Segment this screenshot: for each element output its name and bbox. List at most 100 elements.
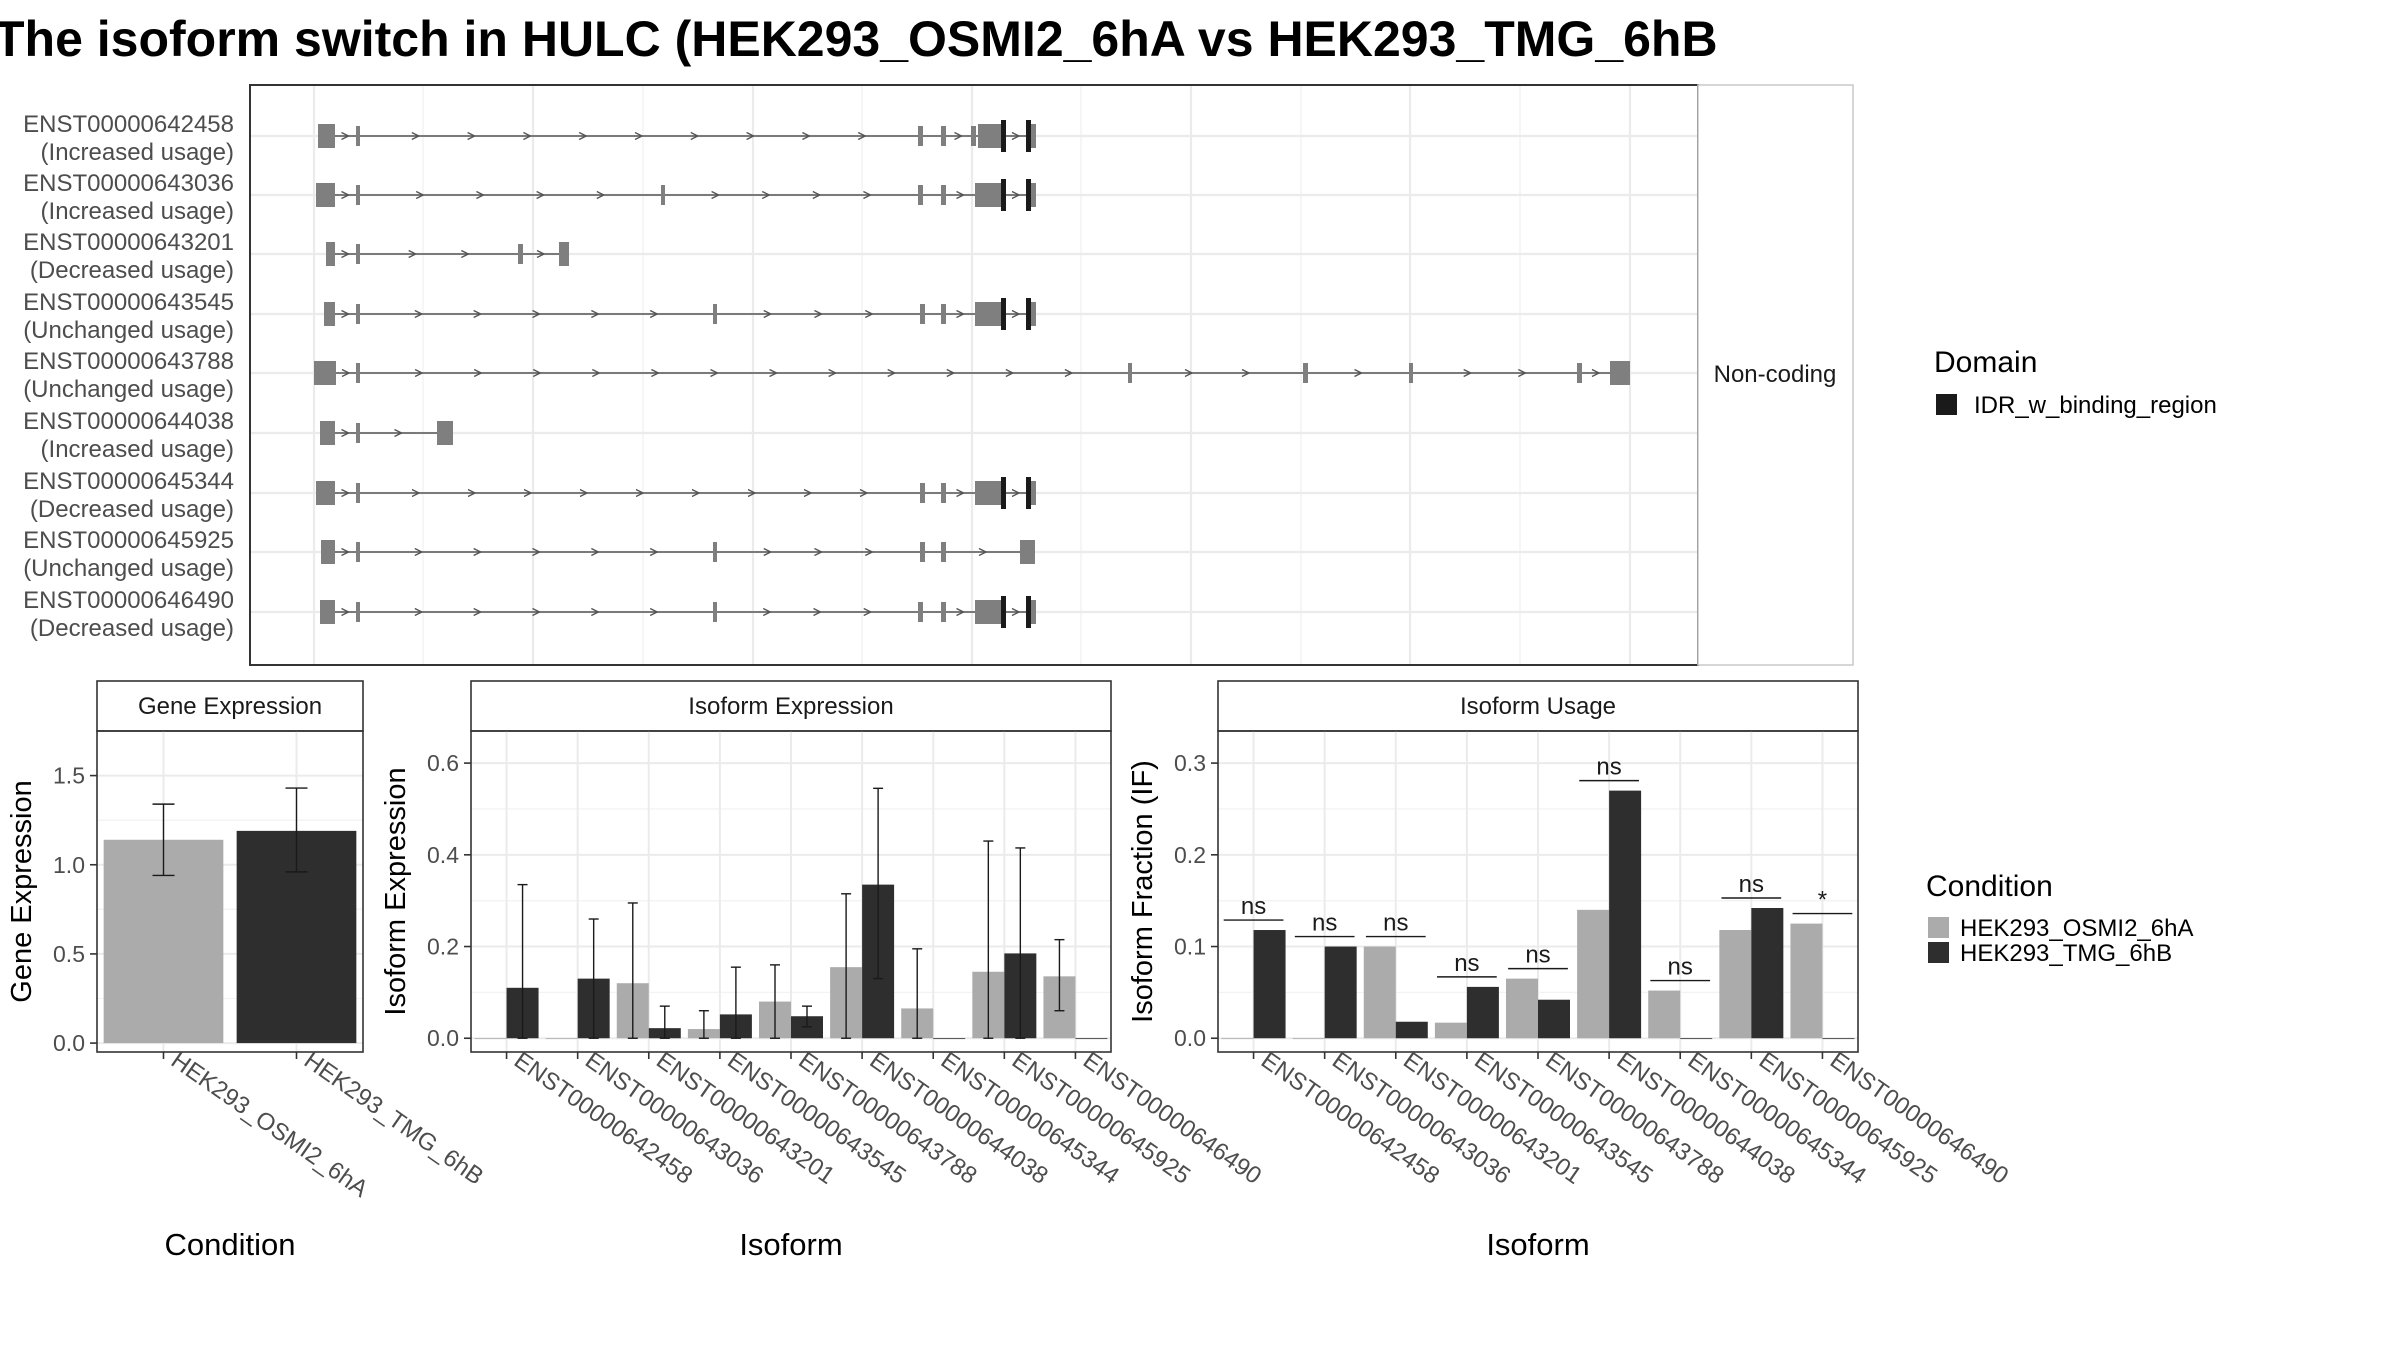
exon: [316, 481, 335, 505]
condition-legend: Condition HEK293_OSMI2_6hA HEK293_TMG_6h…: [1926, 870, 2193, 967]
y-tick-label: 0.2: [427, 934, 459, 960]
exon: [314, 361, 336, 385]
bar: [1395, 1021, 1428, 1039]
y-tick-label: 0.0: [427, 1025, 459, 1051]
transcript-usage-label: (Increased usage): [41, 198, 234, 225]
intron-arrow: [649, 309, 659, 319]
y-tick-label: 0.2: [1174, 842, 1206, 868]
intron-arrow: [341, 488, 351, 498]
significance-label: ns: [1312, 910, 1337, 937]
exon: [356, 185, 360, 205]
intron-arrow: [763, 547, 773, 557]
intron-arrow: [978, 547, 988, 557]
y-tick-label: 0.3: [1174, 750, 1206, 776]
panel-border: [96, 730, 364, 1053]
bar: [1221, 1038, 1254, 1040]
intron-arrow: [1005, 368, 1015, 378]
domain-exon: [1001, 477, 1006, 509]
intron-arrow: [762, 607, 772, 617]
intron-arrow: [812, 190, 822, 200]
exon: [661, 185, 665, 205]
intron-arrow: [461, 249, 470, 259]
exon: [978, 124, 1003, 148]
intron-arrow: [596, 190, 606, 200]
intron-arrow: [591, 368, 601, 378]
exon: [941, 304, 946, 324]
intron-arrow: [954, 131, 964, 141]
exon: [1409, 363, 1413, 383]
y-axis-title: Gene Expression: [6, 780, 38, 1002]
exon: [437, 421, 453, 445]
panel-strip: [470, 680, 1112, 732]
intron-arrow: [763, 309, 773, 319]
significance-label: ns: [1241, 893, 1266, 920]
intron-arrow: [1591, 368, 1601, 378]
bar: [1822, 1038, 1855, 1040]
domain-exon: [1026, 298, 1031, 330]
intron-arrow: [473, 368, 483, 378]
transcript-row: [320, 421, 453, 445]
exon: [356, 126, 360, 146]
y-tick-label: 1.5: [53, 763, 85, 789]
transcript-rows: [314, 120, 1630, 628]
intron-arrow: [828, 368, 838, 378]
transcript-usage-label: (Increased usage): [41, 139, 234, 166]
intron-arrow: [476, 190, 485, 200]
transcript-id-label: ENST00000642458: [23, 111, 234, 138]
exon: [1031, 302, 1036, 326]
exon: [918, 185, 923, 205]
domain-exon: [1026, 596, 1031, 628]
transcript-usage-label: (Unchanged usage): [23, 317, 234, 344]
bar: [1719, 930, 1752, 1039]
intron-arrow: [341, 190, 351, 200]
significance-label: ns: [1383, 910, 1408, 937]
bar: [1538, 999, 1570, 1039]
exon: [324, 302, 335, 326]
domain-legend-key: [1936, 394, 1957, 415]
condition-legend-item-b: HEK293_TMG_6hB: [1960, 940, 2172, 967]
transcript-labels: ENST00000642458(Increased usage)ENST0000…: [23, 111, 234, 642]
condition-legend-key-a: [1928, 917, 1949, 938]
bar: [1253, 930, 1286, 1039]
intron-arrow: [651, 368, 660, 378]
intron-arrow: [1011, 309, 1021, 319]
intron-arrow: [814, 309, 824, 319]
y-tick-label: 0.0: [1174, 1025, 1206, 1051]
intron-arrow: [710, 368, 720, 378]
intron-arrow: [864, 309, 874, 319]
transcript-id-label: ENST00000645925: [23, 527, 234, 554]
intron-arrow: [414, 547, 424, 557]
intron-arrow: [813, 607, 823, 617]
exon: [356, 363, 360, 383]
exon: [518, 244, 523, 264]
intron-arrow: [414, 309, 424, 319]
exon: [356, 244, 360, 264]
intron-arrow: [473, 547, 483, 557]
intron-arrow: [394, 428, 404, 438]
intron-arrow: [341, 249, 351, 259]
intron-arrow: [532, 309, 542, 319]
intron-arrow: [532, 368, 542, 378]
exon: [356, 602, 360, 622]
transcript-id-label: ENST00000643201: [23, 229, 234, 256]
domain-legend-item: IDR_w_binding_region: [1974, 392, 2217, 419]
transcript-usage-label: (Decreased usage): [30, 496, 234, 523]
condition-legend-key-b: [1928, 942, 1949, 963]
intron-arrow: [411, 488, 421, 498]
intron-arrow: [747, 488, 757, 498]
bar: [1680, 1038, 1713, 1040]
intron-arrow: [814, 547, 824, 557]
condition-legend-item-a: HEK293_OSMI2_6hA: [1960, 915, 2193, 942]
exon: [356, 483, 360, 503]
exon: [713, 304, 717, 324]
bar: [1363, 946, 1396, 1039]
x-axis-title: Isoform: [739, 1227, 842, 1262]
exon: [920, 483, 925, 503]
intron-arrow: [803, 488, 813, 498]
exon: [971, 126, 976, 146]
exon: [941, 483, 946, 503]
exon: [318, 124, 335, 148]
intron-arrow: [1463, 368, 1473, 378]
intron-arrow: [746, 131, 756, 141]
y-tick-label: 0.4: [427, 842, 459, 868]
